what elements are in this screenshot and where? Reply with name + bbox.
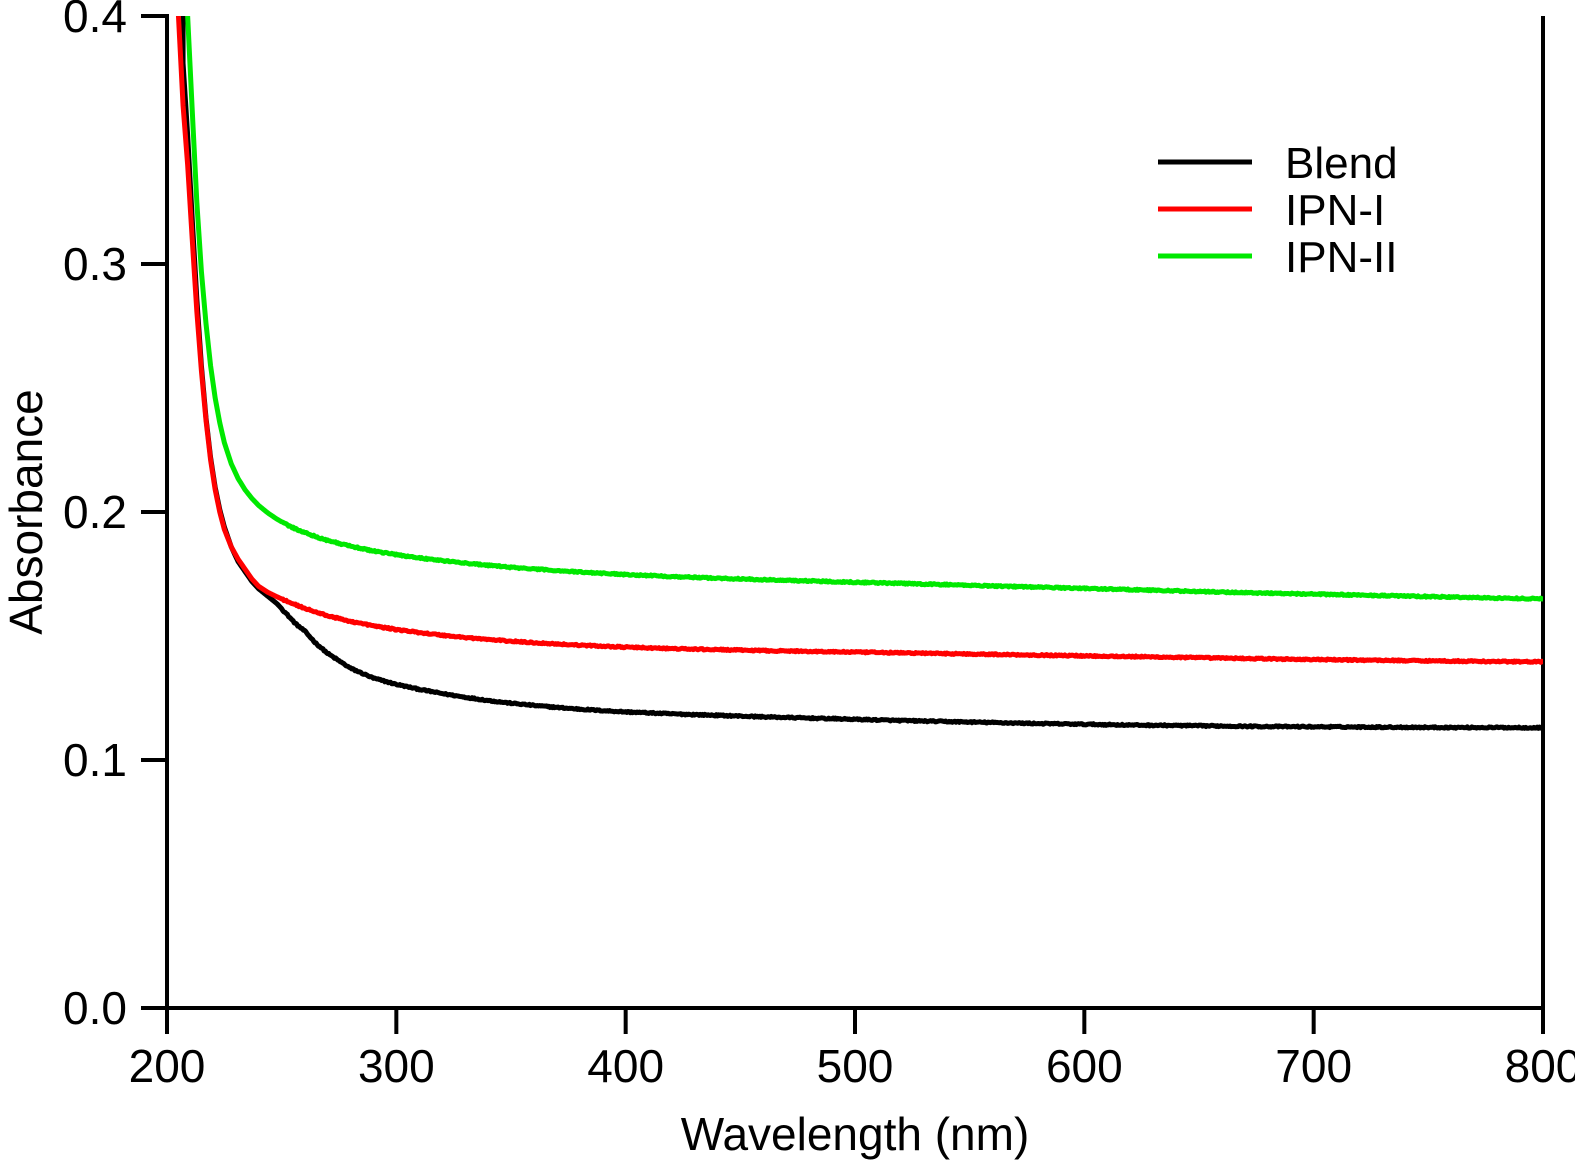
y-tick-label-0.1: 0.1 bbox=[63, 734, 127, 786]
axis-ticks bbox=[141, 14, 1545, 1034]
legend-label-ipn-ii: IPN-II bbox=[1285, 233, 1397, 282]
x-tick-label-200: 200 bbox=[129, 1040, 206, 1092]
series-line-ipn-i bbox=[175, 16, 1543, 665]
x-tick-label-700: 700 bbox=[1275, 1040, 1352, 1092]
series-line-blend bbox=[180, 16, 1543, 731]
y-tick-label-0.3: 0.3 bbox=[63, 238, 127, 290]
x-axis-title: Wavelength (nm) bbox=[681, 1108, 1030, 1160]
data-series-group bbox=[175, 16, 1543, 731]
x-tick-label-800: 800 bbox=[1505, 1040, 1575, 1092]
x-tick-label-500: 500 bbox=[817, 1040, 894, 1092]
x-tick-label-300: 300 bbox=[358, 1040, 435, 1092]
x-tick-label-400: 400 bbox=[587, 1040, 664, 1092]
series-line-ipn-ii bbox=[185, 16, 1543, 602]
y-axis-tick-labels: 0.0 0.1 0.2 0.3 0.4 bbox=[63, 0, 127, 1034]
legend-label-blend: Blend bbox=[1285, 139, 1398, 188]
y-tick-label-0.0: 0.0 bbox=[63, 982, 127, 1034]
legend-label-ipn-i: IPN-I bbox=[1285, 186, 1385, 235]
y-tick-label-0.2: 0.2 bbox=[63, 486, 127, 538]
x-axis-tick-labels: 200 300 400 500 600 700 800 bbox=[129, 1040, 1575, 1092]
y-tick-label-0.4: 0.4 bbox=[63, 0, 127, 42]
y-axis-title: Absorbance bbox=[0, 389, 52, 635]
x-tick-label-600: 600 bbox=[1046, 1040, 1123, 1092]
